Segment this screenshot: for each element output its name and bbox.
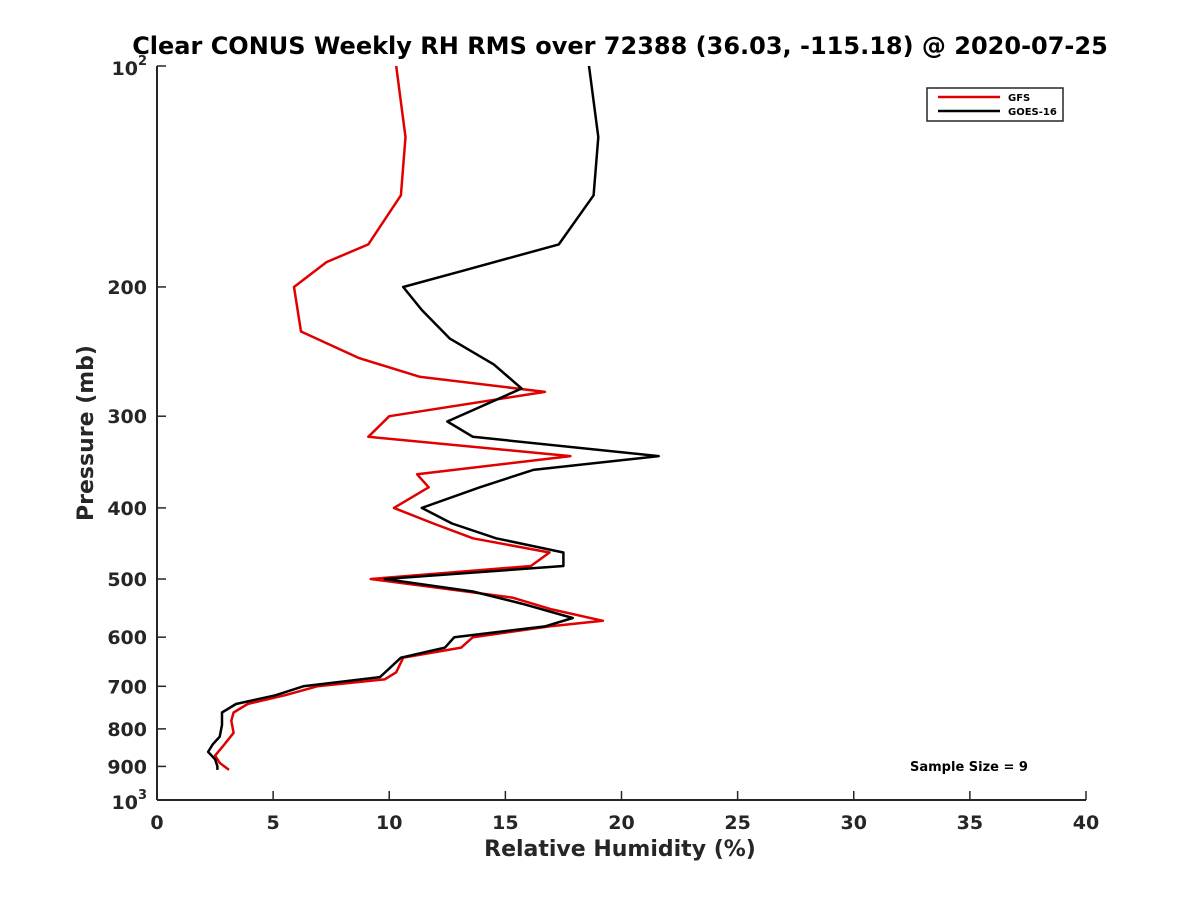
y-tick-label-900: 900 (107, 756, 147, 778)
x-tick-label-35: 35 (957, 812, 983, 834)
legend: GFS GOES-16 (926, 87, 1064, 122)
legend-box (926, 87, 1064, 122)
legend-label-goes16: GOES-16 (1008, 107, 1057, 118)
x-tick-label-0: 0 (150, 812, 163, 834)
y-tick-label-1000: 103 (112, 788, 148, 814)
plot-area: 0 5 10 15 20 25 30 35 40 102 200 300 400 500 600 700 80… (107, 54, 1099, 834)
chart-title: Clear CONUS Weekly RH RMS over 72388 (36… (132, 32, 1108, 60)
x-axis-ticks: 0 5 10 15 20 25 30 35 40 (150, 791, 1099, 834)
x-tick-label-30: 30 (841, 812, 867, 834)
legend-label-gfs: GFS (1008, 93, 1030, 104)
x-tick-label-15: 15 (492, 812, 518, 834)
x-tick-label-25: 25 (724, 812, 750, 834)
y-tick-label-600: 600 (107, 627, 147, 649)
x-axis-label: Relative Humidity (%) (484, 837, 756, 862)
series-line-goes16 (206, 65, 660, 770)
x-tick-label-10: 10 (376, 812, 402, 834)
y-tick-label-700: 700 (107, 676, 147, 698)
x-tick-label-5: 5 (267, 812, 280, 834)
series-layer (206, 65, 660, 771)
series-line-gfs (213, 65, 605, 771)
y-axis-label: Pressure (mb) (74, 345, 99, 521)
y-tick-label-100: 102 (112, 54, 148, 80)
y-tick-label-500: 500 (107, 569, 147, 591)
x-tick-label-20: 20 (608, 812, 634, 834)
y-tick-label-400: 400 (107, 498, 147, 520)
y-axis-ticks: 102 200 300 400 500 600 700 800 900 103 (107, 54, 166, 814)
sample-size-annotation: Sample Size = 9 (910, 760, 1028, 775)
x-tick-label-40: 40 (1073, 812, 1099, 834)
y-tick-label-300: 300 (107, 406, 147, 428)
y-tick-label-200: 200 (107, 277, 147, 299)
y-tick-label-800: 800 (107, 719, 147, 741)
